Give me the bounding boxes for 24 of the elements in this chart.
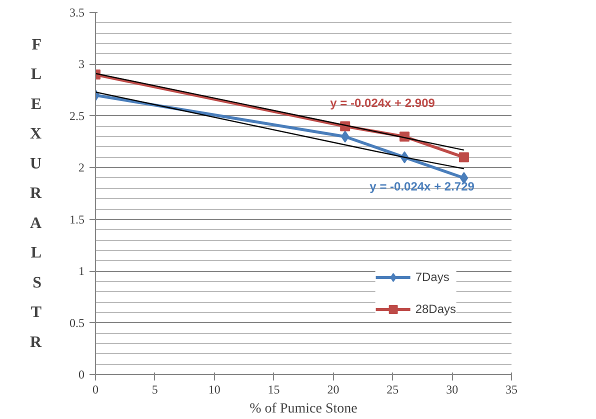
y-tick-label: 0 — [78, 368, 84, 382]
x-tick-label: 25 — [386, 382, 399, 396]
x-tick-label: 10 — [208, 382, 220, 396]
y-tick-label: 2.5 — [70, 108, 84, 123]
y-tick-label: 3 — [78, 57, 84, 72]
x-tick-label: 5 — [152, 382, 158, 396]
x-tick-label: 20 — [327, 382, 340, 396]
x-axis-title: % of Pumice Stone — [250, 402, 358, 416]
legend-label: 7Days — [415, 270, 450, 284]
point — [340, 130, 350, 143]
y-tick-label: 2 — [78, 160, 84, 175]
legend-label: 28Days — [415, 302, 456, 316]
y-tick-label: 3.5 — [70, 6, 84, 20]
y-tick-label: 1 — [78, 264, 84, 278]
annotation: y = -0.024x + 2.729 — [370, 180, 475, 194]
x-tick-label: 15 — [268, 382, 280, 396]
x-tick-label: 35 — [506, 382, 518, 396]
y-tick-label: 1.5 — [70, 212, 84, 226]
annotation: y = -0.024x + 2.909 — [330, 96, 436, 110]
x-tick-label: 30 — [446, 382, 458, 396]
point — [458, 152, 469, 162]
y-tick-label: 0.5 — [70, 316, 84, 330]
text: FLEXURAL STR — [30, 36, 42, 351]
x-tick-label: 0 — [92, 382, 98, 396]
